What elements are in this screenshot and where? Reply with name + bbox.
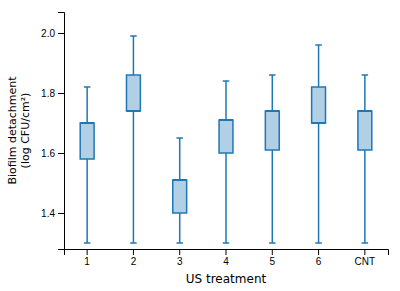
x-tick-mark [179, 249, 180, 255]
y-tick-label: 1.4 [41, 208, 55, 219]
x-tick-label: CNT [355, 256, 376, 267]
y-tick-label: 2.0 [41, 28, 55, 39]
x-tick: CNT [355, 249, 376, 267]
x-tick-label: 2 [131, 256, 137, 267]
box-group [80, 87, 94, 243]
y-tick-mark [58, 213, 64, 214]
lower-cap [84, 242, 90, 244]
box [358, 111, 372, 150]
upper-cap [176, 137, 182, 139]
y-tick-mark [58, 33, 64, 34]
x-tick: 5 [270, 249, 276, 267]
x-tick: 6 [316, 249, 322, 267]
upper-cap [315, 44, 321, 46]
x-tick-label: 4 [223, 256, 229, 267]
x-tick-mark [87, 249, 88, 255]
upper-whisker [272, 75, 274, 111]
y-tick: 1.8 [41, 88, 64, 99]
lower-whisker [364, 150, 366, 243]
y-tick-mark [58, 93, 64, 94]
upper-cap [84, 86, 90, 88]
upper-cap [130, 35, 136, 37]
y-axis-line [58, 13, 65, 250]
x-axis-line [65, 250, 389, 256]
x-tick-label: 1 [84, 256, 90, 267]
x-tick-label: 5 [270, 256, 276, 267]
marks [80, 36, 372, 243]
median [173, 179, 187, 181]
y-tick: 2.0 [41, 28, 64, 39]
y-tick-label: 1.8 [41, 88, 55, 99]
upper-cap [223, 80, 229, 82]
y-tick: 1.4 [41, 208, 64, 219]
lower-cap [130, 242, 136, 244]
y-label: Biofilm detachment(log CFU/cm²) [6, 76, 32, 185]
upper-whisker [86, 87, 88, 123]
y-axis: 1.4 1.6 1.8 2.0 [41, 13, 64, 250]
x-tick-label: 3 [177, 256, 183, 267]
x-label: US treatment [186, 272, 267, 286]
x-tick-mark [226, 249, 227, 255]
box [219, 120, 233, 153]
x-axis: 1 2 3 4 5 6 CNT [65, 249, 389, 267]
median [312, 122, 326, 124]
x-tick-mark [364, 249, 365, 255]
x-tick: 2 [131, 249, 137, 267]
y-tick: 1.6 [41, 148, 64, 159]
x-tick: 1 [84, 249, 90, 267]
x-tick-mark [272, 249, 273, 255]
x-tick-label: 6 [316, 256, 322, 267]
lower-cap [223, 242, 229, 244]
plot: 1.4 1.6 1.8 2.0 1 2 3 4 5 6 CNT [41, 13, 388, 268]
chart: 1.4 1.6 1.8 2.0 1 2 3 4 5 6 CNT US treatment Biofilm… [0, 0, 400, 291]
box [265, 111, 279, 150]
box-group [173, 138, 187, 243]
y-tick-mark [58, 153, 64, 154]
lower-cap [315, 242, 321, 244]
upper-whisker [225, 81, 227, 120]
median [358, 110, 372, 112]
box-group [265, 75, 279, 243]
x-tick-mark [318, 249, 319, 255]
lower-cap [176, 242, 182, 244]
upper-cap [362, 74, 368, 76]
lower-whisker [318, 123, 320, 243]
lower-whisker [133, 111, 135, 243]
upper-whisker [318, 45, 320, 87]
box-group [219, 81, 233, 243]
lower-whisker [179, 213, 181, 243]
box-group [312, 45, 326, 243]
upper-whisker [364, 75, 366, 111]
upper-whisker [179, 138, 181, 180]
box [173, 180, 187, 213]
lower-cap [269, 242, 275, 244]
lower-whisker [272, 150, 274, 243]
upper-whisker [133, 36, 135, 75]
box [312, 87, 326, 123]
lower-whisker [86, 159, 88, 243]
lower-whisker [225, 153, 227, 243]
box-group [126, 36, 140, 243]
x-tick: 4 [223, 249, 229, 267]
box-group [358, 75, 372, 243]
box [80, 123, 94, 159]
median [80, 122, 94, 124]
x-tick-mark [133, 249, 134, 255]
median [219, 119, 233, 121]
upper-cap [269, 74, 275, 76]
box [126, 75, 140, 111]
lower-cap [362, 242, 368, 244]
y-tick-label: 1.6 [41, 148, 55, 159]
median [265, 110, 279, 112]
x-tick: 3 [177, 249, 183, 267]
median [126, 110, 140, 112]
